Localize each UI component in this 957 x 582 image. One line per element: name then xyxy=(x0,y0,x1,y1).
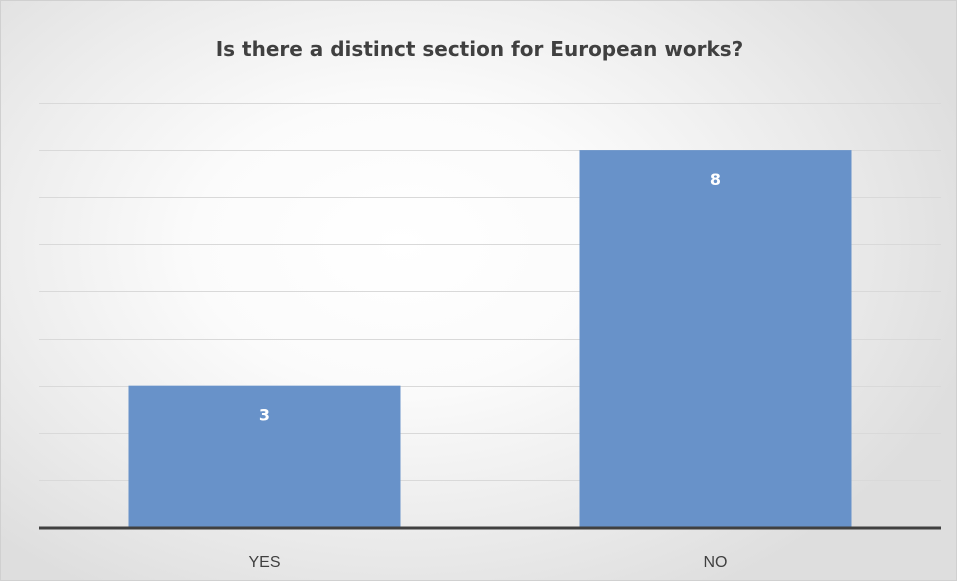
data-label: 8 xyxy=(710,170,721,189)
chart-title: Is there a distinct section for European… xyxy=(215,37,744,61)
x-tick-label: YES xyxy=(248,554,280,571)
bar-no xyxy=(579,150,852,527)
data-label: 3 xyxy=(259,406,270,425)
bar-yes xyxy=(128,385,401,527)
x-tick-label: NO xyxy=(704,554,728,571)
